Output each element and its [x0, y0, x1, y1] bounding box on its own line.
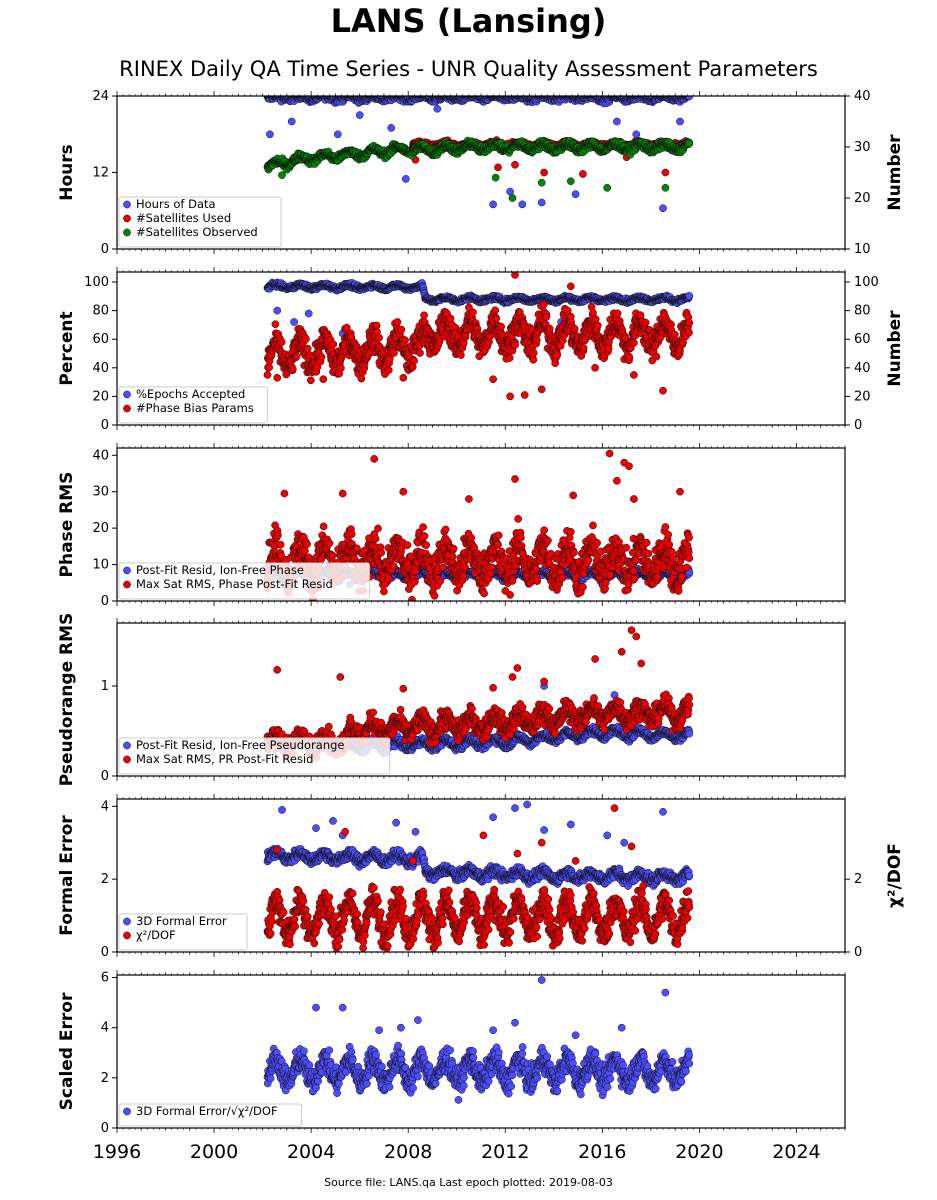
outlier-green [603, 183, 612, 192]
outlier-blue [401, 175, 410, 183]
point-blue [685, 292, 694, 300]
outlier-blue [659, 204, 667, 213]
outlier-green [566, 177, 575, 186]
data-points [263, 96, 694, 213]
chart-title: LANS (Lansing) [330, 2, 607, 40]
data-points [263, 272, 694, 401]
outlier-blue [355, 111, 364, 119]
point-red [277, 338, 286, 346]
outlier-red [579, 170, 587, 178]
y-tick-label: 24 [92, 89, 109, 104]
outlier-blue [632, 130, 641, 139]
y-right-tick-label: 10 [854, 242, 871, 257]
y-right-axis-label: Number [885, 134, 905, 211]
outlier-green [661, 183, 670, 192]
y-right-tick-label: 40 [854, 89, 871, 104]
outlier-red [661, 168, 670, 177]
legend-label: #Satellites Used [136, 211, 231, 225]
outlier-green [537, 178, 546, 187]
outlier-blue [433, 104, 442, 113]
y-axis-label: Hours [57, 144, 77, 201]
outlier-blue [287, 117, 296, 126]
outlier-blue [489, 200, 497, 209]
outlier-blue [518, 200, 527, 209]
outlier-blue [537, 198, 546, 207]
point-red [303, 344, 312, 353]
legend-label: Hours of Data [136, 197, 216, 211]
outlier-blue [571, 190, 580, 199]
point-green [685, 139, 694, 148]
legend-marker [123, 200, 131, 209]
outlier-blue [290, 318, 298, 326]
point-red [337, 364, 345, 372]
outlier-blue [333, 130, 342, 139]
legend-marker [123, 214, 131, 223]
outlier-blue [266, 130, 274, 139]
outlier-green [508, 194, 517, 202]
outlier-red [511, 160, 519, 169]
point-red [271, 320, 280, 329]
y-tick-label: 0 [101, 242, 109, 257]
point-red [317, 353, 326, 361]
point-red [306, 376, 315, 385]
outlier-blue [506, 187, 514, 196]
point-red [302, 335, 310, 343]
outlier-red [540, 168, 548, 177]
chart-subtitle: RINEX Daily QA Time Series - UNR Quality… [119, 57, 818, 81]
outlier-blue [387, 124, 396, 132]
outlier-blue [304, 309, 313, 318]
y-tick-label: 12 [92, 166, 109, 181]
point-red [288, 365, 297, 373]
y-right-tick-label: 20 [854, 191, 871, 206]
point-red [263, 371, 272, 379]
outlier-red [494, 163, 502, 172]
point-red [292, 352, 301, 361]
outlier-green [278, 171, 286, 179]
outlier-blue [613, 117, 621, 126]
y-right-tick-label: 30 [854, 140, 871, 155]
outlier-green [491, 173, 500, 182]
legend-marker [123, 228, 131, 237]
outlier-blue [273, 306, 282, 315]
legend-label: #Satellites Observed [136, 225, 258, 239]
outlier-blue [676, 117, 684, 126]
point-red [329, 340, 338, 349]
